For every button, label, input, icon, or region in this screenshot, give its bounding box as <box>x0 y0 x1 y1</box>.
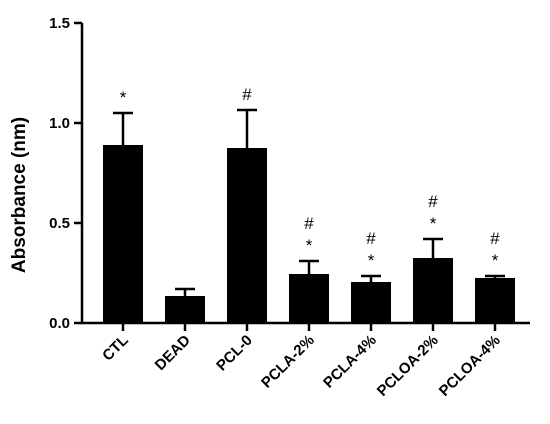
y-tick-label: 1.5 <box>49 15 70 32</box>
x-tick-label: PCLA-4% <box>320 332 380 392</box>
x-tick-label: CTL <box>99 332 132 365</box>
bar <box>413 258 453 323</box>
significance-mark: * <box>306 236 313 255</box>
significance-mark: # <box>366 229 376 248</box>
significance-mark: * <box>120 88 127 107</box>
significance-mark: # <box>242 85 252 104</box>
bar <box>289 274 329 323</box>
x-axis: CTL DEAD PCL-0 PCLA-2% PCLA-4%PCLOA-2%PCLOA-… <box>81 321 530 400</box>
bar <box>227 148 267 323</box>
bar <box>165 296 205 323</box>
significance-mark: # <box>490 229 500 248</box>
significance-mark: * <box>368 251 375 270</box>
y-tick-label: 1.0 <box>49 115 70 132</box>
y-axis: 0.0 0.5 1.0 1.5 <box>49 15 84 332</box>
significance-marks: * # * # * # * # * # <box>120 85 501 270</box>
bar-series <box>103 145 515 323</box>
significance-mark: * <box>492 251 499 270</box>
significance-mark: * <box>430 214 437 233</box>
x-tick-label: PCL-0 <box>213 332 256 375</box>
error-bars <box>113 108 505 296</box>
bar <box>475 278 515 323</box>
bar <box>351 282 391 323</box>
bar <box>103 145 143 323</box>
y-tick-label: 0.0 <box>49 315 70 332</box>
y-tick-label: 0.5 <box>49 215 70 232</box>
significance-mark: # <box>428 192 438 211</box>
x-tick-label: PCLA-2% <box>258 332 318 392</box>
x-tick-label: PCLOA-4% <box>436 332 504 400</box>
y-axis-label: Absorbance (nm) <box>9 117 30 273</box>
x-tick-label: DEAD <box>152 332 194 374</box>
x-tick-label: PCLOA-2% <box>374 332 442 400</box>
significance-mark: # <box>304 214 314 233</box>
